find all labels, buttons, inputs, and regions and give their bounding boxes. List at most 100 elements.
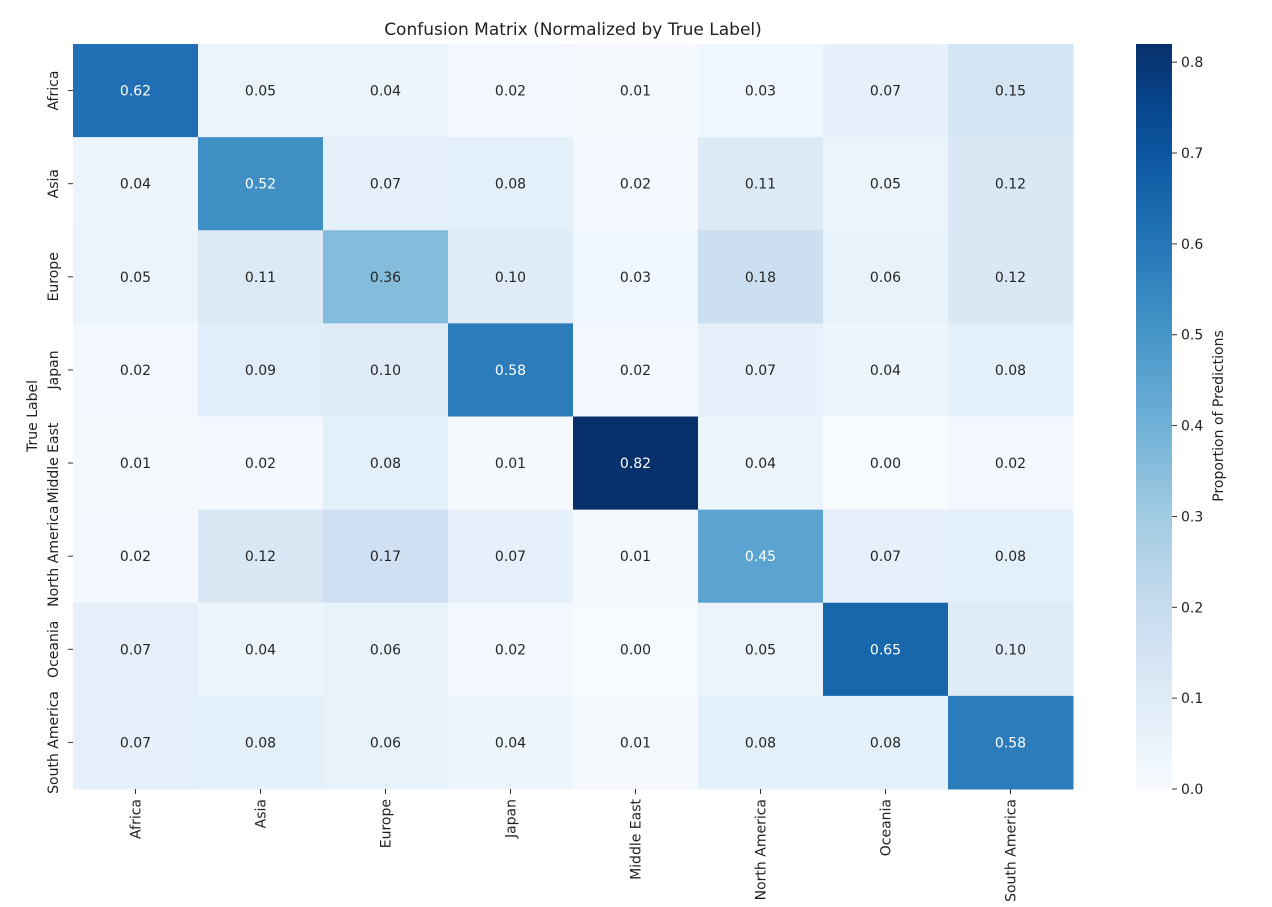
heatmap-cell: [573, 416, 699, 511]
heatmap-cell: [948, 416, 1074, 511]
cell-value-label: 0.07: [495, 549, 526, 565]
colorbar-tick-label: 0.8: [1181, 55, 1203, 71]
chart-title: Confusion Matrix (Normalized by True Lab…: [384, 20, 762, 40]
cell-value-label: 0.58: [995, 735, 1026, 751]
heatmap-cell: [448, 416, 574, 511]
cell-value-label: 0.08: [245, 735, 276, 751]
y-axis-ticks: Africa Asia Europe Japan Middle East North Am…: [46, 71, 73, 794]
heatmap-cell: [198, 602, 324, 697]
y-tick-label: Middle East: [46, 422, 62, 503]
heatmap-cell: [698, 137, 824, 231]
cell-value-label: 0.65: [870, 642, 901, 658]
heatmap-cell: [323, 602, 449, 697]
cell-value-label: 0.02: [245, 456, 276, 472]
cell-value-label: 0.12: [995, 270, 1026, 286]
cell-value-label: 0.08: [995, 363, 1026, 379]
cell-value-label: 0.07: [870, 84, 901, 100]
cell-value-label: 0.07: [120, 735, 151, 751]
cell-value-label: 0.07: [870, 549, 901, 565]
heatmap-cell: [448, 695, 574, 790]
heatmap-cell: [198, 323, 324, 417]
heatmap-cell: [448, 323, 574, 417]
cell-value-label: 0.04: [120, 177, 151, 193]
cell-value-label: 0.08: [995, 549, 1026, 565]
cell-value-label: 0.02: [120, 363, 151, 379]
colorbar-tick-label: 0.5: [1181, 328, 1203, 344]
y-axis-title: True Label: [25, 380, 41, 453]
x-tick-label: Middle East: [629, 798, 645, 879]
heatmap-cell: [73, 509, 199, 604]
heatmap-cell: [73, 230, 199, 324]
cell-value-label: 0.03: [620, 270, 651, 286]
heatmap-cell: [323, 509, 449, 604]
x-tick-label: Europe: [379, 799, 395, 848]
heatmap-cell: [948, 695, 1074, 790]
cell-value-label: 0.36: [370, 270, 401, 286]
colorbar-tick-label: 0.7: [1181, 146, 1203, 162]
heatmap-cell: [823, 602, 949, 697]
colorbar-title: Proportion of Predictions: [1211, 330, 1227, 501]
heatmap-cells: [73, 44, 1074, 790]
cell-value-label: 0.11: [245, 270, 276, 286]
cell-value-label: 0.02: [495, 84, 526, 100]
heatmap-cell: [573, 230, 699, 324]
heatmap-cell: [823, 44, 949, 138]
cell-value-label: 0.09: [245, 363, 276, 379]
cell-value-label: 0.00: [870, 456, 901, 472]
heatmap-cell: [948, 137, 1074, 231]
cell-value-label: 0.07: [370, 177, 401, 193]
heatmap-cell: [73, 695, 199, 790]
cell-value-label: 0.05: [745, 642, 776, 658]
colorbar-tick-label: 0.2: [1181, 600, 1203, 616]
x-tick-label: Asia: [254, 799, 270, 828]
heatmap-cell: [448, 602, 574, 697]
cell-value-label: 0.11: [745, 177, 776, 193]
cell-value-label: 0.07: [120, 642, 151, 658]
heatmap-cell: [323, 137, 449, 231]
cell-value-label: 0.10: [370, 363, 401, 379]
heatmap-cell: [448, 509, 574, 604]
y-tick-label: Oceania: [46, 621, 62, 678]
heatmap-cell: [198, 230, 324, 324]
heatmap-cell: [573, 509, 699, 604]
heatmap-cell: [948, 602, 1074, 697]
cell-value-label: 0.18: [745, 270, 776, 286]
cell-value-label: 0.08: [370, 456, 401, 472]
cell-value-label: 0.52: [245, 177, 276, 193]
cell-value-label: 0.45: [745, 549, 776, 565]
cell-value-label: 0.05: [870, 177, 901, 193]
cell-value-label: 0.82: [620, 456, 651, 472]
heatmap-cell: [73, 416, 199, 511]
heatmap-cell: [73, 323, 199, 417]
y-tick-label: Europe: [46, 252, 62, 301]
colorbar-tick-label: 0.1: [1181, 691, 1203, 707]
heatmap-cell: [323, 416, 449, 511]
cell-value-label: 0.17: [370, 549, 401, 565]
heatmap-cell: [73, 602, 199, 697]
colorbar-tick-label: 0.4: [1181, 419, 1203, 435]
colorbar-tick-label: 0.6: [1181, 237, 1203, 253]
cell-value-label: 0.12: [995, 177, 1026, 193]
cell-value-label: 0.06: [370, 642, 401, 658]
heatmap-cell: [198, 416, 324, 511]
heatmap-cell: [698, 602, 824, 697]
cell-value-label: 0.07: [745, 363, 776, 379]
cell-value-label: 0.04: [495, 735, 526, 751]
cell-value-label: 0.58: [495, 363, 526, 379]
heatmap-cell: [948, 44, 1074, 138]
x-tick-label: Oceania: [879, 799, 895, 856]
cell-value-label: 0.06: [870, 270, 901, 286]
heatmap-cell: [823, 695, 949, 790]
heatmap-cell: [573, 323, 699, 417]
heatmap-cell: [198, 137, 324, 231]
cell-value-label: 0.01: [620, 735, 651, 751]
cell-value-label: 0.01: [620, 549, 651, 565]
y-tick-label: Africa: [46, 71, 62, 111]
heatmap-cell: [823, 137, 949, 231]
heatmap-cell: [948, 323, 1074, 417]
heatmap-cell: [198, 695, 324, 790]
x-tick-label: Japan: [504, 799, 520, 839]
x-tick-label: Africa: [129, 799, 145, 839]
cell-value-label: 0.01: [495, 456, 526, 472]
